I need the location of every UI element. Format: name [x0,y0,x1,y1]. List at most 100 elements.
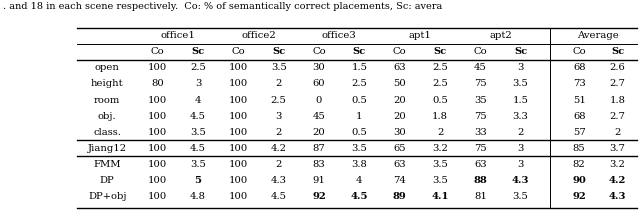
Text: 4.3: 4.3 [512,176,529,185]
Text: 100: 100 [228,176,248,185]
Text: 4.5: 4.5 [190,111,206,121]
Text: class.: class. [93,128,121,137]
Text: 89: 89 [393,192,406,201]
Text: 100: 100 [228,192,248,201]
Text: 100: 100 [148,95,168,105]
Text: 2.5: 2.5 [190,63,206,73]
Text: 100: 100 [228,160,248,169]
Text: 3.2: 3.2 [432,144,448,153]
Text: Sc: Sc [353,47,366,56]
Text: 65: 65 [394,144,406,153]
Text: 2.7: 2.7 [610,79,625,89]
Text: Co: Co [151,47,164,56]
Text: office3: office3 [322,31,356,40]
Text: Co: Co [474,47,487,56]
Text: 3.5: 3.5 [190,128,206,137]
Text: 100: 100 [148,160,168,169]
Text: Average: Average [577,31,620,40]
Text: 60: 60 [313,79,325,89]
Text: 2: 2 [276,79,282,89]
Text: 75: 75 [474,79,486,89]
Text: 4.5: 4.5 [190,144,206,153]
Text: DP+obj: DP+obj [88,192,127,201]
Text: 100: 100 [228,95,248,105]
Text: room: room [94,95,120,105]
Text: 3.5: 3.5 [351,144,367,153]
Text: 3.2: 3.2 [610,160,625,169]
Text: 4.5: 4.5 [351,192,368,201]
Text: 88: 88 [474,176,487,185]
Text: 3: 3 [518,63,524,73]
Text: 92: 92 [572,192,586,201]
Text: 100: 100 [228,144,248,153]
Text: 2: 2 [276,160,282,169]
Text: 30: 30 [313,63,325,73]
Text: 81: 81 [474,192,487,201]
Text: 100: 100 [228,63,248,73]
Text: 100: 100 [228,111,248,121]
Text: 3.5: 3.5 [513,192,529,201]
Text: 2.5: 2.5 [432,79,448,89]
Text: 92: 92 [312,192,326,201]
Text: 2.6: 2.6 [610,63,625,73]
Text: open: open [95,63,120,73]
Text: Sc: Sc [611,47,624,56]
Text: 2: 2 [276,128,282,137]
Text: 2.5: 2.5 [432,63,448,73]
Text: Sc: Sc [514,47,527,56]
Text: 0: 0 [316,95,322,105]
Text: 100: 100 [148,111,168,121]
Text: 82: 82 [573,160,586,169]
Text: office1: office1 [161,31,195,40]
Text: 4.3: 4.3 [609,192,627,201]
Text: 45: 45 [474,63,487,73]
Text: 1.5: 1.5 [351,63,367,73]
Text: 2.5: 2.5 [351,79,367,89]
Text: 4.8: 4.8 [190,192,206,201]
Text: 3.8: 3.8 [351,160,367,169]
Text: 4: 4 [356,176,363,185]
Text: 83: 83 [313,160,325,169]
Text: 80: 80 [152,79,164,89]
Text: 74: 74 [393,176,406,185]
Text: apt1: apt1 [408,31,431,40]
Text: 0.5: 0.5 [351,95,367,105]
Text: 0.5: 0.5 [351,128,367,137]
Text: apt2: apt2 [489,31,512,40]
Text: 5: 5 [195,176,202,185]
Text: 1.8: 1.8 [432,111,448,121]
Text: 51: 51 [573,95,586,105]
Text: 100: 100 [148,192,168,201]
Text: 50: 50 [394,79,406,89]
Text: 45: 45 [312,111,326,121]
Text: 1.5: 1.5 [513,95,529,105]
Text: 4.2: 4.2 [271,144,287,153]
Text: Jiang12: Jiang12 [88,144,127,153]
Text: 1: 1 [356,111,363,121]
Text: 2.5: 2.5 [271,95,287,105]
Text: 20: 20 [394,95,406,105]
Text: Sc: Sc [191,47,205,56]
Text: 30: 30 [394,128,406,137]
Text: 4.2: 4.2 [609,176,627,185]
Text: 57: 57 [573,128,586,137]
Text: Sc: Sc [433,47,447,56]
Text: Co: Co [312,47,326,56]
Text: DP: DP [100,176,115,185]
Text: obj.: obj. [98,111,116,121]
Text: 100: 100 [148,144,168,153]
Text: 75: 75 [474,144,486,153]
Text: FMM: FMM [93,160,121,169]
Text: 3: 3 [518,144,524,153]
Text: 90: 90 [572,176,586,185]
Text: 4.3: 4.3 [271,176,287,185]
Text: 3: 3 [276,111,282,121]
Text: Co: Co [393,47,406,56]
Text: 100: 100 [228,128,248,137]
Text: 3: 3 [518,160,524,169]
Text: 2: 2 [518,128,524,137]
Text: 87: 87 [313,144,325,153]
Text: 3.3: 3.3 [513,111,529,121]
Text: . and 18 in each scene respectively.  Co: % of semantically correct placements, : . and 18 in each scene respectively. Co:… [3,2,442,11]
Text: 0.5: 0.5 [432,95,448,105]
